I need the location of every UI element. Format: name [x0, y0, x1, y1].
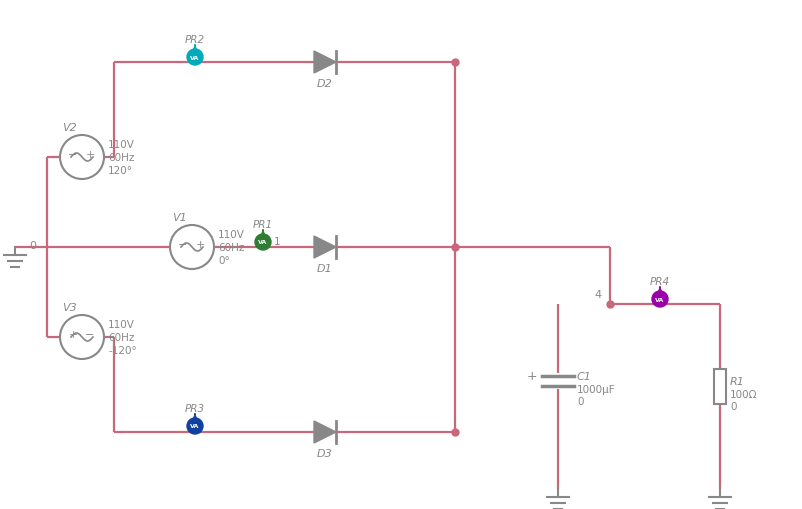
Text: 110V: 110V	[108, 319, 135, 329]
Polygon shape	[314, 237, 336, 259]
Text: 60Hz: 60Hz	[218, 242, 245, 252]
Text: −: −	[85, 329, 95, 340]
Text: 100Ω: 100Ω	[730, 389, 758, 399]
Text: PR4: PR4	[650, 276, 670, 287]
Text: VA: VA	[190, 55, 200, 61]
Text: 60Hz: 60Hz	[108, 153, 135, 163]
Polygon shape	[314, 52, 336, 74]
Text: 0: 0	[29, 241, 36, 250]
Text: +: +	[526, 370, 537, 383]
Text: 1000μF: 1000μF	[577, 384, 616, 394]
Text: +: +	[68, 329, 78, 340]
Text: VA: VA	[190, 423, 200, 429]
Text: 110V: 110V	[108, 140, 135, 150]
Text: R1: R1	[730, 376, 745, 386]
Text: 110V: 110V	[218, 230, 245, 240]
Text: PR1: PR1	[253, 219, 273, 230]
Text: −: −	[68, 150, 78, 160]
Text: VA: VA	[655, 297, 665, 302]
Text: 1: 1	[274, 237, 281, 246]
Text: VA: VA	[258, 240, 268, 245]
Text: PR3: PR3	[185, 403, 205, 413]
Text: V3: V3	[62, 302, 77, 313]
Text: D2: D2	[317, 79, 333, 89]
Text: 4: 4	[595, 290, 602, 299]
Text: PR2: PR2	[185, 35, 205, 45]
Text: D3: D3	[317, 448, 333, 458]
Circle shape	[255, 235, 271, 250]
Text: +: +	[196, 240, 205, 249]
Circle shape	[652, 292, 668, 307]
Text: 120°: 120°	[108, 165, 133, 176]
Text: +: +	[85, 150, 95, 160]
Text: −: −	[178, 240, 188, 249]
Text: 60Hz: 60Hz	[108, 332, 135, 343]
Circle shape	[187, 50, 203, 66]
Text: C1: C1	[577, 371, 592, 381]
Text: V2: V2	[62, 123, 77, 133]
Circle shape	[187, 418, 203, 434]
Text: 0°: 0°	[218, 256, 229, 266]
Text: D1: D1	[317, 264, 333, 273]
Text: -120°: -120°	[108, 345, 137, 355]
Text: 0: 0	[577, 396, 584, 406]
Text: V1: V1	[172, 213, 187, 222]
Text: 0: 0	[730, 401, 736, 411]
Polygon shape	[314, 421, 336, 443]
